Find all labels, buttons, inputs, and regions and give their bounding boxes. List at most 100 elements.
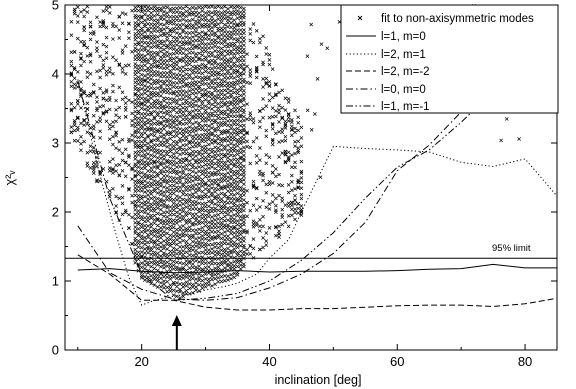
scatter-point xyxy=(149,96,154,100)
scatter-point xyxy=(136,75,141,80)
scatter-point xyxy=(203,284,208,289)
scatter-point xyxy=(235,32,240,36)
scatter-point xyxy=(232,267,237,271)
scatter-point xyxy=(194,240,198,245)
scatter-point xyxy=(194,212,198,217)
scatter-point xyxy=(229,25,233,30)
scatter-point xyxy=(222,29,227,34)
scatter-point xyxy=(200,283,205,287)
scatter-point xyxy=(178,6,182,10)
scatter-point xyxy=(232,207,237,212)
scatter-point xyxy=(158,120,163,125)
scatter-point xyxy=(146,105,150,109)
scatter-point xyxy=(168,97,173,101)
scatter-point xyxy=(88,53,93,58)
scatter-point xyxy=(162,177,166,182)
scatter-point xyxy=(184,233,189,237)
scatter-point xyxy=(158,177,163,182)
scatter-point xyxy=(184,185,189,189)
scatter-point xyxy=(286,201,291,206)
scatter-point xyxy=(158,143,163,147)
scatter-point xyxy=(139,189,144,193)
scatter-point xyxy=(254,28,259,33)
scatter-point xyxy=(174,89,179,94)
scatter-point xyxy=(139,102,144,107)
scatter-point xyxy=(165,289,170,294)
scatter-point xyxy=(174,185,179,190)
scatter-point xyxy=(229,272,233,277)
scatter-point xyxy=(139,179,144,184)
scatter-point xyxy=(184,226,189,231)
scatter-point xyxy=(242,252,246,257)
scatter-point xyxy=(130,167,134,172)
scatter-point xyxy=(101,104,106,108)
scatter-point xyxy=(213,126,218,131)
scatter-point xyxy=(174,273,179,278)
scatter-point xyxy=(197,289,202,293)
scatter-point xyxy=(245,131,249,136)
scatter-point xyxy=(171,21,176,26)
scatter-point xyxy=(184,239,189,244)
scatter-point xyxy=(229,30,233,35)
scatter-point xyxy=(146,85,150,90)
scatter-point xyxy=(162,243,166,248)
scatter-point xyxy=(219,236,224,241)
scatter-point xyxy=(162,70,166,75)
scatter-point xyxy=(143,163,147,168)
scatter-point xyxy=(274,131,278,136)
scatter-point xyxy=(171,105,176,110)
scatter-point xyxy=(194,136,198,141)
scatter-point xyxy=(168,166,173,171)
scatter-point xyxy=(232,64,237,68)
scatter-point xyxy=(181,89,186,94)
scatter-point xyxy=(88,59,93,64)
scatter-point xyxy=(261,171,265,176)
scatter-point xyxy=(283,152,288,156)
scatter-point xyxy=(299,186,304,191)
scatter-point xyxy=(181,93,186,97)
scatter-point xyxy=(184,113,189,118)
scatter-point xyxy=(168,269,173,273)
scatter-point xyxy=(174,214,179,219)
scatter-point xyxy=(139,67,144,72)
scatter-point xyxy=(197,136,202,141)
scatter-point xyxy=(85,106,90,111)
scatter-point xyxy=(222,9,227,14)
scatter-point xyxy=(136,149,141,154)
scatter-point xyxy=(187,104,192,108)
scatter-point xyxy=(165,19,170,23)
scatter-point xyxy=(130,123,134,128)
scatter-point xyxy=(187,117,192,122)
scatter-point xyxy=(248,113,253,118)
scatter-point xyxy=(197,219,202,224)
scatter-point xyxy=(200,258,205,263)
scatter-point xyxy=(143,223,147,228)
scatter-point xyxy=(184,82,189,86)
scatter-point xyxy=(114,107,118,112)
scatter-point xyxy=(149,153,154,158)
scatter-point xyxy=(178,119,182,124)
scatter-point xyxy=(149,102,154,106)
scatter-point xyxy=(200,118,205,123)
scatter-point xyxy=(146,108,150,113)
scatter-point xyxy=(245,247,249,252)
scatter-point xyxy=(197,227,202,232)
scatter-point xyxy=(200,53,205,58)
scatter-point xyxy=(139,126,144,131)
scatter-point xyxy=(178,227,182,232)
scatter-point xyxy=(216,62,221,67)
scatter-point xyxy=(242,189,246,194)
scatter-point xyxy=(111,186,115,191)
scatter-point xyxy=(194,222,198,227)
scatter-point xyxy=(206,118,211,122)
scatter-point xyxy=(210,182,214,186)
scatter-point xyxy=(216,141,221,146)
scatter-point xyxy=(289,133,294,138)
scatter-point xyxy=(242,88,246,93)
scatter-point xyxy=(267,182,272,187)
scatter-point xyxy=(238,108,243,113)
scatter-point xyxy=(133,157,138,161)
scatter-point xyxy=(235,160,240,165)
scatter-point xyxy=(152,105,157,109)
scatter-point xyxy=(238,40,243,44)
